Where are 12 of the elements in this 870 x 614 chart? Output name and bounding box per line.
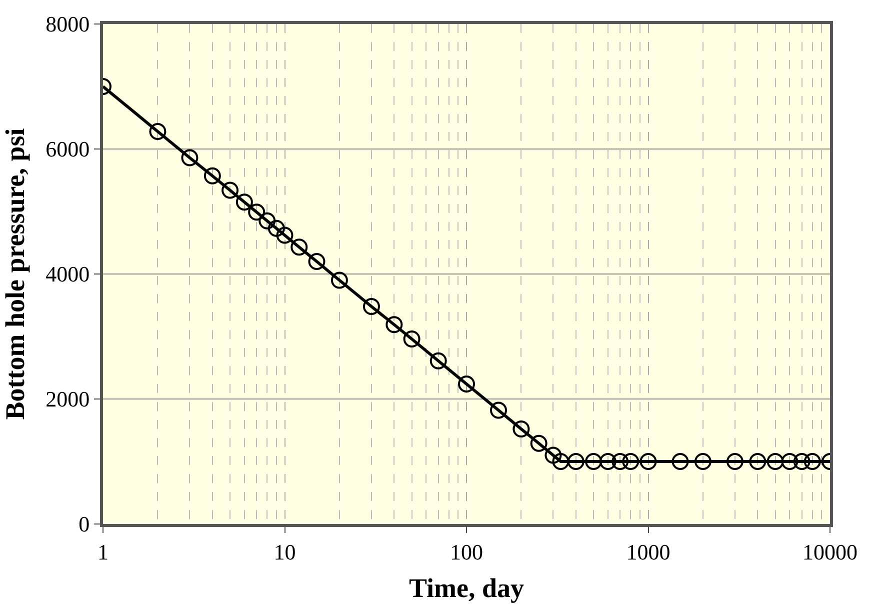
- y-tick-label: 6000: [46, 136, 90, 162]
- y-axis-title: Bottom hole pressure, psi: [0, 128, 30, 420]
- y-tick-label: 0: [78, 512, 90, 537]
- x-tick-label: 10000: [802, 539, 858, 564]
- y-tick-label: 8000: [46, 12, 90, 37]
- x-tick-label: 10: [274, 539, 296, 564]
- x-tick-label: 100: [450, 539, 483, 564]
- x-tick-label: 1: [98, 539, 108, 564]
- y-tick-label: 4000: [46, 262, 90, 287]
- x-tick-label: 1000: [626, 539, 670, 564]
- y-tick-label: 2000: [46, 386, 90, 412]
- x-axis-title: Time, day: [408, 572, 525, 603]
